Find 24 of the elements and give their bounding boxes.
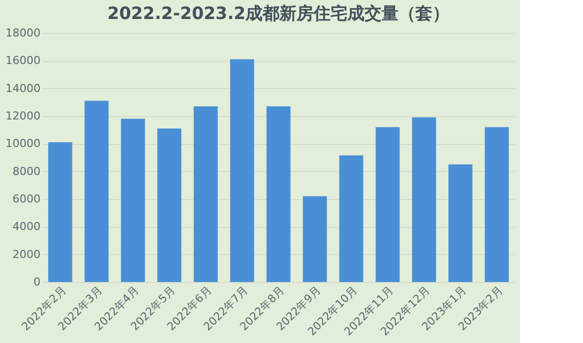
y-tick-label: 2000 [12, 248, 40, 261]
bar [448, 164, 472, 282]
bar [194, 106, 218, 282]
bar [48, 142, 72, 282]
bar [157, 128, 182, 282]
bar [484, 127, 509, 282]
bar [84, 100, 109, 282]
bar [302, 196, 327, 282]
bar [412, 117, 436, 282]
y-tick-label: 18000 [6, 26, 40, 40]
bar [266, 106, 290, 282]
bar [120, 118, 145, 282]
y-tick-label: 4000 [12, 220, 40, 234]
y-tick-label: 14000 [6, 82, 40, 95]
y-tick-label: 16000 [6, 54, 40, 68]
y-tick-label: 12000 [6, 110, 40, 122]
bar [339, 155, 364, 282]
chart-title: 2022.2-2023.2成都新房住宅成交量（套） [107, 4, 450, 24]
y-tick-label: 6000 [12, 192, 40, 206]
y-tick-label: 0 [34, 276, 40, 288]
bar [376, 127, 400, 282]
bar [230, 59, 254, 282]
y-tick-label: 8000 [12, 164, 40, 178]
y-tick-label: 10000 [6, 137, 40, 150]
